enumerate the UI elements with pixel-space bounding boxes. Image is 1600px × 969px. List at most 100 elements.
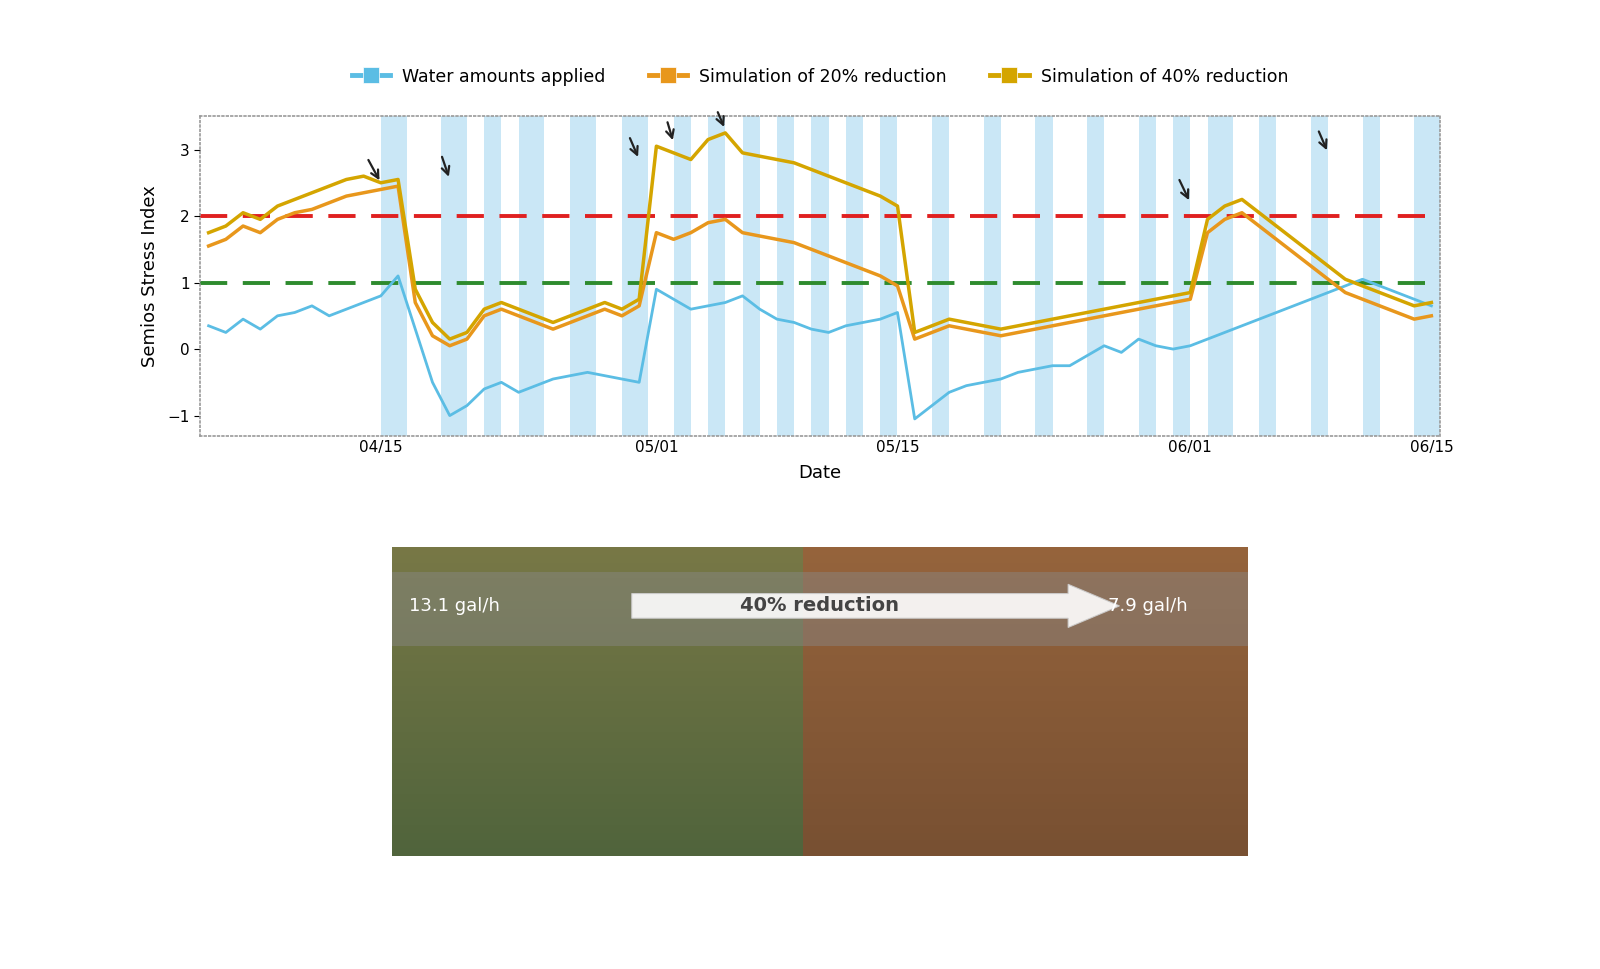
Bar [803, 756, 1248, 764]
Bar [803, 655, 1248, 663]
Bar [803, 709, 1248, 717]
Bar [803, 809, 1248, 817]
Bar [392, 832, 803, 840]
Bar [803, 640, 1248, 647]
Bar [803, 764, 1248, 771]
Bar [803, 733, 1248, 740]
Bar [846, 116, 862, 435]
Bar [1139, 116, 1155, 435]
Bar [392, 786, 803, 794]
Bar [803, 801, 1248, 809]
Bar [803, 624, 1248, 632]
Bar [880, 116, 898, 435]
Bar [392, 563, 803, 571]
Bar [392, 801, 803, 809]
Bar [803, 771, 1248, 779]
Bar [803, 786, 1248, 794]
Bar [803, 832, 1248, 840]
Bar [392, 640, 803, 647]
Bar [803, 609, 1248, 616]
Bar [984, 116, 1002, 435]
Bar [392, 809, 803, 817]
Bar [392, 578, 803, 586]
Bar [392, 794, 803, 801]
Text: 13.1 gal/h: 13.1 gal/h [410, 597, 501, 615]
Legend: Water amounts applied, Simulation of 20% reduction, Simulation of 40% reduction: Water amounts applied, Simulation of 20%… [346, 61, 1294, 93]
Bar [803, 794, 1248, 801]
Bar [1259, 116, 1277, 435]
Bar [392, 840, 803, 848]
Bar [392, 632, 803, 640]
X-axis label: Date: Date [798, 464, 842, 482]
Bar [392, 848, 803, 856]
Bar [803, 840, 1248, 848]
Bar [778, 116, 794, 435]
Bar [570, 116, 597, 435]
Bar [392, 671, 803, 678]
Bar [392, 725, 803, 733]
Bar [381, 116, 406, 435]
Bar [392, 771, 803, 779]
Y-axis label: Semios Stress Index: Semios Stress Index [141, 185, 158, 367]
Bar [392, 779, 803, 786]
Bar [392, 663, 803, 671]
Bar [1086, 116, 1104, 435]
Bar [392, 647, 803, 655]
Bar [392, 571, 803, 578]
Bar [709, 116, 725, 435]
Bar [803, 694, 1248, 702]
Bar [803, 601, 1248, 609]
Bar [803, 779, 1248, 786]
Bar [392, 555, 803, 563]
Bar [803, 571, 1248, 578]
Bar [518, 116, 544, 435]
Bar [392, 547, 803, 555]
Bar [803, 686, 1248, 694]
Bar [392, 740, 803, 748]
Bar [392, 601, 803, 609]
Bar [392, 616, 803, 624]
Bar [392, 733, 803, 740]
Bar [392, 702, 803, 709]
Bar [742, 116, 760, 435]
Bar [803, 547, 1248, 555]
Bar [392, 686, 803, 694]
Bar [622, 116, 648, 435]
Bar [803, 594, 1248, 601]
Bar [803, 671, 1248, 678]
Bar [392, 825, 803, 832]
Bar [803, 555, 1248, 563]
Bar [811, 116, 829, 435]
Bar [392, 756, 803, 764]
Bar [392, 678, 803, 686]
Bar [803, 663, 1248, 671]
Bar [803, 702, 1248, 709]
Bar [803, 825, 1248, 832]
Bar [803, 717, 1248, 725]
Bar [1414, 116, 1440, 435]
Bar [1208, 116, 1234, 435]
Bar [803, 740, 1248, 748]
Bar [803, 678, 1248, 686]
Polygon shape [632, 584, 1120, 628]
Bar [392, 609, 803, 616]
Bar [392, 764, 803, 771]
Bar [392, 624, 803, 632]
Bar [803, 586, 1248, 594]
Bar [1363, 116, 1379, 435]
Bar [485, 116, 501, 435]
Bar [442, 116, 467, 435]
Bar [392, 717, 803, 725]
Bar [392, 817, 803, 825]
Bar [1035, 116, 1053, 435]
Bar [931, 116, 949, 435]
Bar [392, 709, 803, 717]
Bar [803, 563, 1248, 571]
Bar [674, 116, 691, 435]
Bar [392, 694, 803, 702]
Bar [392, 748, 803, 756]
Bar [803, 632, 1248, 640]
Bar [803, 817, 1248, 825]
Bar [1173, 116, 1190, 435]
Bar [1310, 116, 1328, 435]
